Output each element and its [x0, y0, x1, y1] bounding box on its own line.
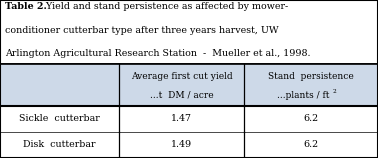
Bar: [0, 106, 378, 132]
Text: Yield and stand persistence as affected by mower-: Yield and stand persistence as affected …: [40, 2, 288, 11]
Text: Sickle  cutterbar: Sickle cutterbar: [19, 114, 100, 123]
Text: 1.49: 1.49: [171, 140, 192, 149]
Text: Stand  persistence: Stand persistence: [268, 72, 354, 81]
Text: 6.2: 6.2: [303, 140, 319, 149]
Bar: [0, 132, 378, 158]
Text: ...t  DM / acre: ...t DM / acre: [150, 91, 213, 100]
Text: Arlington Agricultural Research Station  -  Mueller et al., 1998.: Arlington Agricultural Research Station …: [5, 49, 310, 58]
Bar: [0, 64, 378, 106]
Text: Average first cut yield: Average first cut yield: [131, 72, 232, 81]
Text: Disk  cutterbar: Disk cutterbar: [23, 140, 96, 149]
Text: 2: 2: [333, 89, 336, 94]
Text: Table 2.: Table 2.: [5, 2, 47, 11]
Bar: [0, 0, 378, 64]
Text: 6.2: 6.2: [303, 114, 319, 123]
Text: 1.47: 1.47: [171, 114, 192, 123]
Text: ...plants / ft: ...plants / ft: [277, 91, 330, 100]
Text: conditioner cutterbar type after three years harvest, UW: conditioner cutterbar type after three y…: [5, 26, 279, 35]
